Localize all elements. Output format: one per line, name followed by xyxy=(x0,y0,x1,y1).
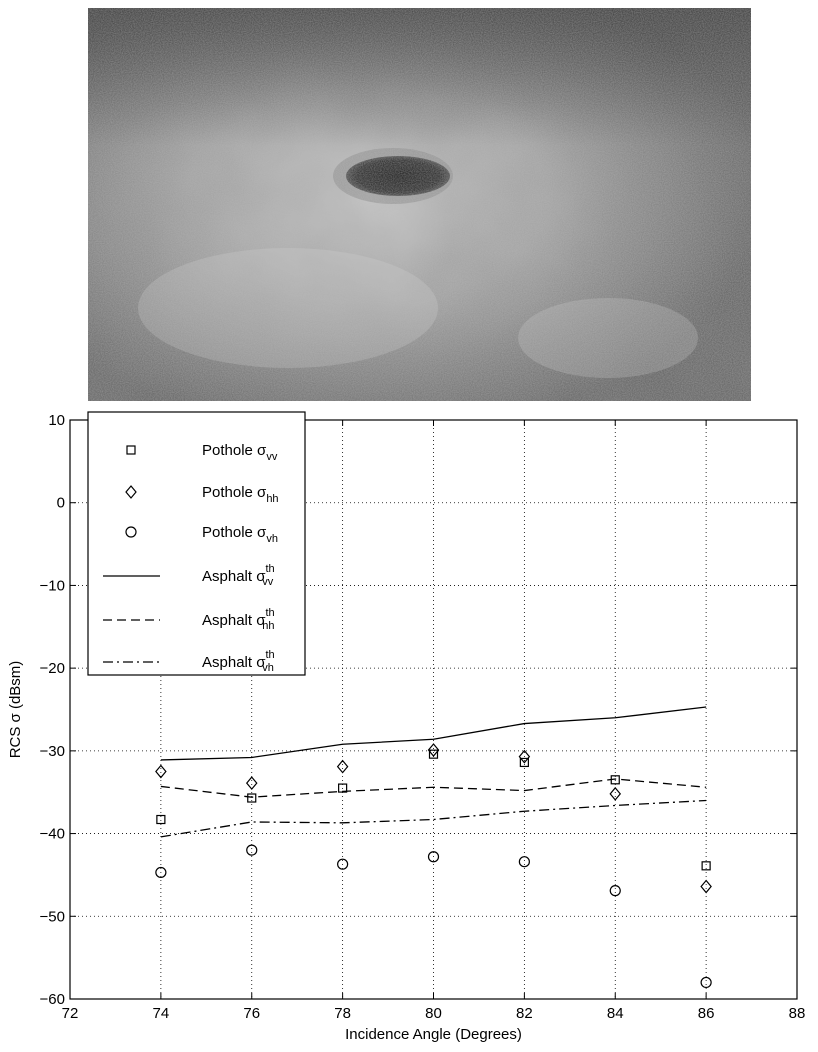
y-tick-label: −60 xyxy=(40,991,65,1008)
data-point xyxy=(609,885,621,897)
series-line xyxy=(160,799,707,838)
series-4 xyxy=(160,778,707,798)
legend-label-main: Asphalt σ xyxy=(202,568,266,585)
x-tick-label: 80 xyxy=(425,1005,442,1022)
legend-label-main: Pothole σ xyxy=(202,484,267,501)
legend-label: Asphalt σth vh xyxy=(202,649,275,674)
legend-label-main: Asphalt σ xyxy=(202,654,266,671)
legend-label-main: Pothole σ xyxy=(202,442,267,459)
data-point xyxy=(700,976,712,989)
data-series xyxy=(155,706,712,989)
x-axis-label: Incidence Angle (Degrees) xyxy=(345,1026,522,1043)
series-1 xyxy=(155,743,712,894)
x-tick-labels: 72 74 76 78 80 82 84 86 88 xyxy=(62,1005,806,1022)
y-tick-label: 0 xyxy=(57,495,65,512)
legend-label-sub: hh xyxy=(266,493,278,505)
data-point xyxy=(336,759,349,774)
legend-marker xyxy=(125,485,137,499)
series-3 xyxy=(160,706,707,761)
x-tick-label: 88 xyxy=(789,1005,806,1022)
pothole-photo xyxy=(88,8,751,401)
legend-label: Pothole σvh xyxy=(202,524,278,545)
legend-item: Pothole σvh xyxy=(125,524,278,545)
data-point xyxy=(518,749,531,764)
data-point xyxy=(609,786,622,801)
y-tick-label: −10 xyxy=(40,577,65,594)
legend-label-sub: vv xyxy=(262,576,274,588)
legend-item: Asphalt σth vv xyxy=(103,563,275,588)
legend-marker xyxy=(125,526,137,538)
y-tick-label: −40 xyxy=(40,826,65,843)
y-tick-label: 10 xyxy=(48,412,65,429)
series-0 xyxy=(156,749,711,871)
x-tick-label: 76 xyxy=(243,1005,260,1022)
rcs-chart: 72 74 76 78 80 82 84 86 88 10 0 −10 −20 −30 −40 −50 −60… xyxy=(7,411,806,1043)
y-tick-labels: 10 0 −10 −20 −30 −40 −50 −60 xyxy=(40,412,65,1008)
legend-label: Pothole σvv xyxy=(202,442,278,463)
data-point xyxy=(427,743,440,757)
legend-label-main: Asphalt σ xyxy=(202,612,266,629)
legend-item: Asphalt σth hh xyxy=(103,607,275,632)
data-point xyxy=(337,858,349,870)
legend-label-sup: th xyxy=(265,649,274,661)
y-tick-label: −20 xyxy=(40,660,65,677)
legend-label-sup: th xyxy=(265,607,274,619)
x-tick-label: 82 xyxy=(516,1005,533,1022)
legend-label: Asphalt σth vv xyxy=(202,563,275,588)
y-axis-label: RCS σ (dBsm) xyxy=(7,661,24,759)
legend-label-main: Pothole σ xyxy=(202,524,267,541)
legend-box xyxy=(87,411,306,676)
x-tick-label: 86 xyxy=(698,1005,715,1022)
data-point xyxy=(428,749,439,759)
x-tick-label: 74 xyxy=(153,1005,170,1022)
data-point xyxy=(518,856,530,868)
y-tick-label: −50 xyxy=(40,908,65,925)
data-point xyxy=(701,861,711,871)
data-point xyxy=(245,776,258,791)
legend-label-sup: th xyxy=(265,563,274,575)
data-point xyxy=(700,879,712,894)
legend-label: Pothole σhh xyxy=(202,484,279,505)
y-tick-label: −30 xyxy=(40,743,65,760)
legend-item: Asphalt σth vh xyxy=(103,649,275,674)
series-line xyxy=(160,706,707,761)
data-point xyxy=(519,757,529,768)
series-2 xyxy=(155,844,712,989)
x-tick-label: 72 xyxy=(62,1005,79,1022)
legend-label-sub: vv xyxy=(266,451,278,463)
data-point xyxy=(247,793,257,803)
legend-item: Pothole σhh xyxy=(125,484,279,505)
legend-label-sub: vh xyxy=(262,662,274,674)
data-point xyxy=(427,851,440,863)
data-point xyxy=(246,844,258,856)
legend-item: Pothole σvv xyxy=(126,442,278,463)
x-tick-label: 78 xyxy=(334,1005,351,1022)
legend-label-sub: vh xyxy=(266,533,278,545)
legend-marker xyxy=(126,445,136,455)
legend-label: Asphalt σth hh xyxy=(202,607,275,632)
data-point xyxy=(156,814,166,825)
legend-label-sub: hh xyxy=(262,620,274,632)
data-point xyxy=(155,764,167,779)
data-point xyxy=(338,783,348,793)
data-point xyxy=(155,866,167,879)
x-tick-label: 84 xyxy=(607,1005,624,1022)
series-line xyxy=(160,778,707,798)
series-5 xyxy=(160,799,707,838)
